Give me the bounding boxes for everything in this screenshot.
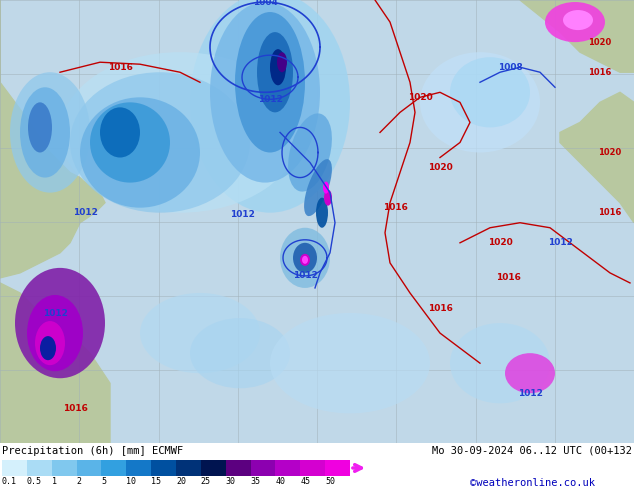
Polygon shape (0, 323, 110, 443)
Bar (77, 460, 101, 476)
Polygon shape (0, 0, 105, 278)
Text: 50: 50 (325, 477, 335, 486)
Text: 1012: 1012 (292, 271, 318, 280)
Text: 1012: 1012 (230, 210, 254, 219)
Text: 0.1: 0.1 (2, 477, 17, 486)
Text: 1012: 1012 (42, 309, 67, 318)
Bar (52, 460, 77, 476)
Ellipse shape (563, 10, 593, 30)
Ellipse shape (293, 243, 317, 273)
Text: 1016: 1016 (427, 303, 453, 313)
Text: 15: 15 (151, 477, 161, 486)
Ellipse shape (270, 313, 430, 414)
Ellipse shape (100, 107, 140, 157)
Text: 1016: 1016 (108, 63, 133, 72)
Ellipse shape (288, 113, 332, 192)
Text: 1012: 1012 (517, 389, 543, 398)
Bar (201, 460, 226, 476)
Bar (325, 460, 350, 476)
Ellipse shape (277, 52, 287, 72)
Ellipse shape (70, 72, 250, 213)
Text: 1016: 1016 (496, 273, 521, 282)
Ellipse shape (28, 102, 52, 152)
Ellipse shape (270, 49, 286, 85)
Ellipse shape (190, 318, 290, 388)
Ellipse shape (300, 254, 310, 266)
Text: 35: 35 (250, 477, 261, 486)
Ellipse shape (20, 87, 70, 177)
Text: 40: 40 (275, 477, 285, 486)
Ellipse shape (302, 256, 308, 264)
Text: 1012: 1012 (548, 238, 573, 247)
Text: 1016: 1016 (382, 203, 408, 212)
Text: Precipitation (6h) [mm] ECMWF: Precipitation (6h) [mm] ECMWF (2, 446, 183, 456)
Text: 30: 30 (226, 477, 236, 486)
Text: 5: 5 (101, 477, 107, 486)
Ellipse shape (90, 102, 170, 183)
Text: 10: 10 (126, 477, 136, 486)
Text: 1016: 1016 (598, 208, 622, 217)
Ellipse shape (35, 321, 65, 365)
Text: 1020: 1020 (588, 38, 612, 47)
Bar (151, 460, 176, 476)
Text: 1016: 1016 (63, 404, 87, 413)
Text: 1020: 1020 (427, 163, 453, 172)
Text: 1012: 1012 (72, 208, 98, 217)
Text: ©weatheronline.co.uk: ©weatheronline.co.uk (470, 478, 595, 488)
Ellipse shape (420, 52, 540, 152)
Ellipse shape (10, 72, 90, 193)
Ellipse shape (140, 293, 260, 373)
Text: 1020: 1020 (408, 93, 432, 102)
Bar (126, 460, 151, 476)
Ellipse shape (450, 323, 550, 403)
Ellipse shape (235, 12, 305, 152)
Ellipse shape (40, 336, 56, 360)
Text: 1008: 1008 (498, 63, 522, 72)
Text: 1020: 1020 (488, 238, 512, 247)
Polygon shape (520, 0, 634, 72)
Text: 0.5: 0.5 (27, 477, 42, 486)
Bar (27, 460, 52, 476)
Bar (2, 460, 27, 476)
Bar (275, 460, 301, 476)
Ellipse shape (80, 98, 200, 208)
Ellipse shape (324, 190, 332, 206)
Bar (301, 460, 325, 476)
Ellipse shape (323, 182, 329, 194)
Ellipse shape (257, 32, 293, 112)
Text: 1012: 1012 (257, 95, 282, 104)
Text: 1020: 1020 (598, 148, 621, 157)
Text: 2: 2 (77, 477, 82, 486)
Ellipse shape (316, 197, 328, 228)
Polygon shape (0, 283, 80, 443)
Polygon shape (560, 92, 634, 223)
Text: 1004: 1004 (252, 0, 278, 6)
Bar (250, 460, 275, 476)
Ellipse shape (545, 2, 605, 42)
Text: Mo 30-09-2024 06..12 UTC (00+132: Mo 30-09-2024 06..12 UTC (00+132 (432, 446, 632, 456)
Ellipse shape (27, 295, 83, 371)
Text: 1016: 1016 (588, 68, 612, 77)
Ellipse shape (280, 228, 330, 288)
Bar (101, 460, 126, 476)
Ellipse shape (210, 2, 320, 183)
Ellipse shape (304, 159, 332, 216)
Bar (226, 460, 250, 476)
Text: 45: 45 (301, 477, 310, 486)
Ellipse shape (190, 0, 350, 213)
Ellipse shape (15, 268, 105, 378)
Ellipse shape (450, 57, 530, 127)
Text: 20: 20 (176, 477, 186, 486)
Text: 1: 1 (52, 477, 56, 486)
Polygon shape (560, 0, 634, 42)
Ellipse shape (60, 52, 300, 213)
Text: 25: 25 (201, 477, 211, 486)
Bar (176, 460, 201, 476)
Ellipse shape (505, 353, 555, 393)
